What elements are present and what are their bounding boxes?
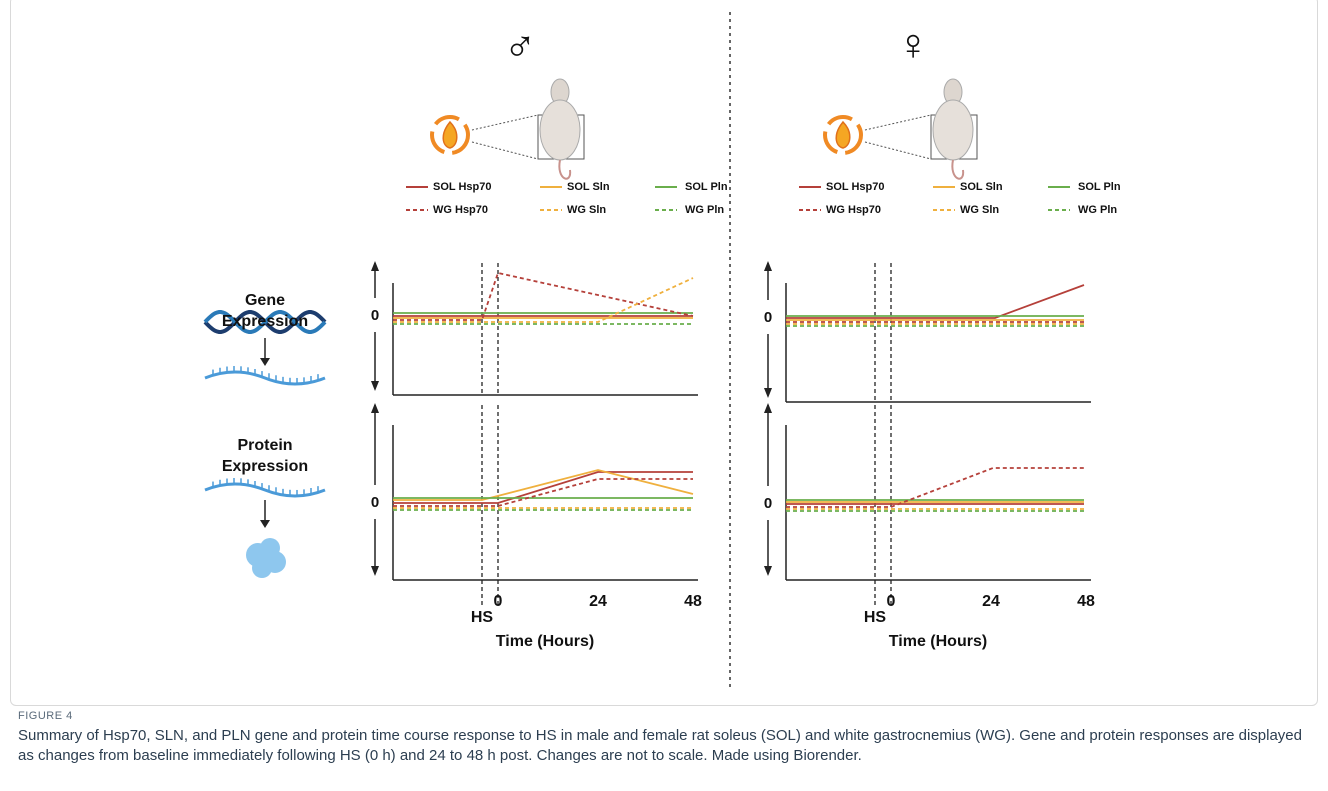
rat-body xyxy=(540,100,580,160)
x-tick-label: 0 xyxy=(494,593,503,610)
zoom-line xyxy=(865,142,931,159)
hs-label: HS xyxy=(864,609,887,626)
rat-body xyxy=(933,100,973,160)
zero-label: 0 xyxy=(371,494,379,511)
mrna xyxy=(205,372,325,384)
x-tick-label: 24 xyxy=(589,593,607,610)
icon-arrowhead xyxy=(260,358,270,366)
down-arrowhead xyxy=(764,566,772,576)
up-arrowhead xyxy=(371,261,379,271)
zoom-line xyxy=(472,142,538,159)
hs-label: HS xyxy=(471,609,494,626)
up-arrowhead xyxy=(764,403,772,413)
sex-symbol: ♂ xyxy=(504,21,537,70)
legend-label: SOL Hsp70 xyxy=(433,181,492,193)
down-arrowhead xyxy=(371,381,379,391)
zero-label: 0 xyxy=(764,309,772,326)
down-arrowhead xyxy=(764,388,772,398)
zero-label: 0 xyxy=(764,495,772,512)
legend-label: WG Pln xyxy=(685,204,724,216)
x-axis-title: Time (Hours) xyxy=(496,633,594,650)
x-tick-label: 48 xyxy=(684,593,702,610)
legend-label: WG Sln xyxy=(567,204,606,216)
up-arrowhead xyxy=(764,261,772,271)
figure-label: FIGURE 4 xyxy=(18,710,73,722)
figure-page: ♂ SOL Hsp70 SOL Sln SOL Pln WG Hsp70 WG Sln WG… xyxy=(0,0,1328,791)
down-arrowhead xyxy=(371,566,379,576)
zoom-line xyxy=(865,115,931,130)
legend-label: WG Hsp70 xyxy=(826,204,881,216)
panel: ♀ SOL Hsp70 SOL Sln SOL Pln WG Hsp70 WG Sln WG… xyxy=(764,21,1121,651)
figure-art: ♂ SOL Hsp70 SOL Sln SOL Pln WG Hsp70 WG Sln WG… xyxy=(0,0,1328,791)
x-tick-label: 0 xyxy=(887,593,896,610)
zero-label: 0 xyxy=(371,307,379,324)
rat-tail xyxy=(559,160,570,179)
legend-label: WG Pln xyxy=(1078,204,1117,216)
row-label: Protein Expression xyxy=(205,435,325,477)
mrna xyxy=(205,484,325,496)
protein-blob xyxy=(252,558,272,578)
rat-tail xyxy=(952,160,963,179)
panel: ♂ SOL Hsp70 SOL Sln SOL Pln WG Hsp70 WG Sln WG… xyxy=(371,21,728,651)
figure-caption: Summary of Hsp70, SLN, and PLN gene and … xyxy=(18,726,1308,766)
legend-label: SOL Sln xyxy=(960,181,1003,193)
zoom-line xyxy=(472,115,538,130)
flame xyxy=(443,122,457,148)
x-tick-label: 48 xyxy=(1077,593,1095,610)
response-line xyxy=(786,285,1084,318)
legend-label: SOL Hsp70 xyxy=(826,181,885,193)
legend-label: SOL Sln xyxy=(567,181,610,193)
row-label: Gene Expression xyxy=(205,290,325,332)
legend-label: SOL Pln xyxy=(1078,181,1121,193)
icon-arrowhead xyxy=(260,520,270,528)
x-tick-label: 24 xyxy=(982,593,1000,610)
flame xyxy=(836,122,850,148)
x-axis-title: Time (Hours) xyxy=(889,633,987,650)
legend-label: WG Sln xyxy=(960,204,999,216)
sex-symbol: ♀ xyxy=(897,21,930,70)
up-arrowhead xyxy=(371,403,379,413)
response-line xyxy=(393,470,693,500)
legend-label: WG Hsp70 xyxy=(433,204,488,216)
legend-label: SOL Pln xyxy=(685,181,728,193)
